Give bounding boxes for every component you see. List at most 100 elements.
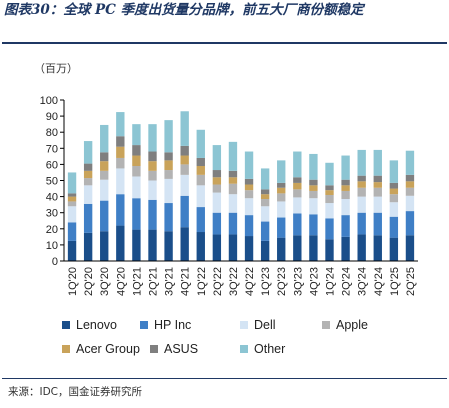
- bar-segment-asus: [389, 182, 399, 189]
- bar-segment-asus: [373, 175, 382, 183]
- bar-segment-dell: [309, 198, 318, 215]
- bar-segment-hp-inc: [116, 194, 125, 226]
- x-tick-label: 4Q'20: [115, 267, 127, 296]
- bar-segment-dell: [212, 192, 222, 213]
- bar-segment-other: [164, 120, 173, 153]
- bar-segment-dell: [341, 199, 350, 216]
- y-tick-label: 80: [46, 127, 58, 139]
- bar-segment-asus: [309, 179, 318, 186]
- bar-segment-asus: [132, 145, 141, 156]
- bar-segment-asus: [180, 145, 189, 156]
- bar-segment-asus: [116, 136, 125, 147]
- bar-segment-lenovo: [389, 237, 399, 261]
- bar-segment-apple: [244, 190, 254, 199]
- legend-item-hp-inc: HP Inc: [140, 318, 191, 332]
- legend-swatch: [322, 321, 330, 329]
- bar-segment-asus: [148, 151, 157, 162]
- bar-segment-dell: [244, 198, 254, 216]
- bar-segment-dell: [357, 196, 366, 213]
- bar-segment-apple: [309, 190, 318, 199]
- bar-segment-apple: [100, 170, 109, 180]
- bar-segment-hp-inc: [357, 212, 366, 235]
- legend-swatch: [62, 321, 70, 329]
- bar-segment-acer-group: [83, 170, 93, 179]
- bar-segment-other: [228, 141, 238, 171]
- x-tick-label: 1Q'24: [325, 267, 337, 296]
- source-divider: [2, 378, 447, 379]
- bar-segment-asus: [405, 174, 415, 182]
- bar-segment-other: [309, 153, 318, 180]
- x-tick-label: 1Q'21: [131, 267, 143, 296]
- bar-segment-hp-inc: [244, 215, 254, 237]
- bar-segment-lenovo: [148, 229, 157, 261]
- bar-segment-asus: [100, 152, 109, 162]
- legend-swatch: [150, 345, 158, 353]
- legend-label: HP Inc: [154, 318, 192, 332]
- bar-segment-apple: [260, 199, 270, 207]
- bar-segment-apple: [67, 201, 77, 207]
- bar-segment-lenovo: [309, 235, 318, 261]
- bar-segment-asus: [325, 185, 334, 191]
- bar-segment-lenovo: [83, 232, 93, 261]
- bar-segment-acer-group: [228, 177, 238, 184]
- y-tick-label: 90: [46, 111, 58, 123]
- y-tick-label: 100: [40, 95, 58, 107]
- chart-title: 图表30：全球 PC 季度出货量分品牌，前五大厂商份额稳定: [4, 2, 364, 18]
- bar-segment-other: [260, 168, 270, 190]
- x-tick-label: 2Q'25: [405, 267, 417, 296]
- bar-segment-acer-group: [341, 185, 350, 191]
- title-divider: [2, 42, 447, 44]
- bar-segment-lenovo: [116, 225, 125, 261]
- bar-segment-asus: [228, 170, 238, 178]
- legend-swatch: [240, 345, 248, 353]
- bar-segment-other: [325, 162, 334, 186]
- bar-segment-other: [405, 150, 415, 175]
- bar-segment-acer-group: [389, 188, 399, 195]
- bar-segment-dell: [405, 195, 415, 212]
- bar-segment-hp-inc: [83, 203, 93, 233]
- bar-segment-hp-inc: [341, 215, 350, 237]
- bar-segment-other: [277, 160, 286, 183]
- legend-item-acer-group: Acer Group: [62, 342, 140, 356]
- bar-segment-acer-group: [67, 196, 77, 202]
- bar-segment-apple: [341, 190, 350, 200]
- bar-segment-other: [116, 112, 125, 137]
- bar-segment-apple: [277, 193, 286, 202]
- bar-segment-lenovo: [196, 232, 205, 261]
- bar-segment-acer-group: [244, 184, 254, 191]
- bar-segment-dell: [293, 197, 302, 214]
- bar-segment-asus: [244, 178, 254, 185]
- bar-segment-dell: [67, 206, 77, 223]
- bar-segment-dell: [164, 178, 173, 204]
- legend-swatch: [140, 321, 148, 329]
- bar-segment-apple: [293, 189, 302, 198]
- bar-segment-hp-inc: [260, 221, 270, 241]
- bar-segment-asus: [67, 193, 77, 197]
- legend-label: Dell: [254, 318, 276, 332]
- bar-segment-lenovo: [228, 234, 238, 261]
- y-tick-label: 0: [52, 256, 58, 268]
- bar-segment-dell: [148, 180, 157, 200]
- y-tick-label: 70: [46, 143, 58, 155]
- bar-segment-other: [180, 111, 189, 146]
- x-tick-label: 2Q'24: [341, 267, 353, 296]
- bar-segment-hp-inc: [389, 216, 399, 238]
- y-tick-label: 60: [46, 159, 58, 171]
- legend-item-other: Other: [240, 342, 285, 356]
- bar-segment-lenovo: [325, 239, 334, 261]
- bar-segment-other: [100, 124, 109, 153]
- bar-segment-acer-group: [148, 161, 157, 171]
- x-tick-label: 1Q'20: [67, 267, 79, 296]
- bar-segment-hp-inc: [293, 213, 302, 236]
- stacked-bar-chart: 0 10 20 30 40 50 60 70 80 90 100 1Q'20 2Q'20 3Q'20 4Q'…: [40, 95, 418, 296]
- x-tick-label: 4Q'21: [180, 267, 192, 296]
- y-tick-label: 20: [46, 224, 58, 236]
- bar-segment-hp-inc: [148, 199, 157, 230]
- bar-segment-acer-group: [325, 190, 334, 195]
- bar-segment-lenovo: [341, 236, 350, 261]
- bar-segment-dell: [373, 196, 382, 213]
- bar-segment-acer-group: [132, 155, 141, 167]
- bar-segment-hp-inc: [100, 200, 109, 232]
- bar-segment-acer-group: [277, 187, 286, 194]
- bar-segment-dell: [180, 174, 189, 196]
